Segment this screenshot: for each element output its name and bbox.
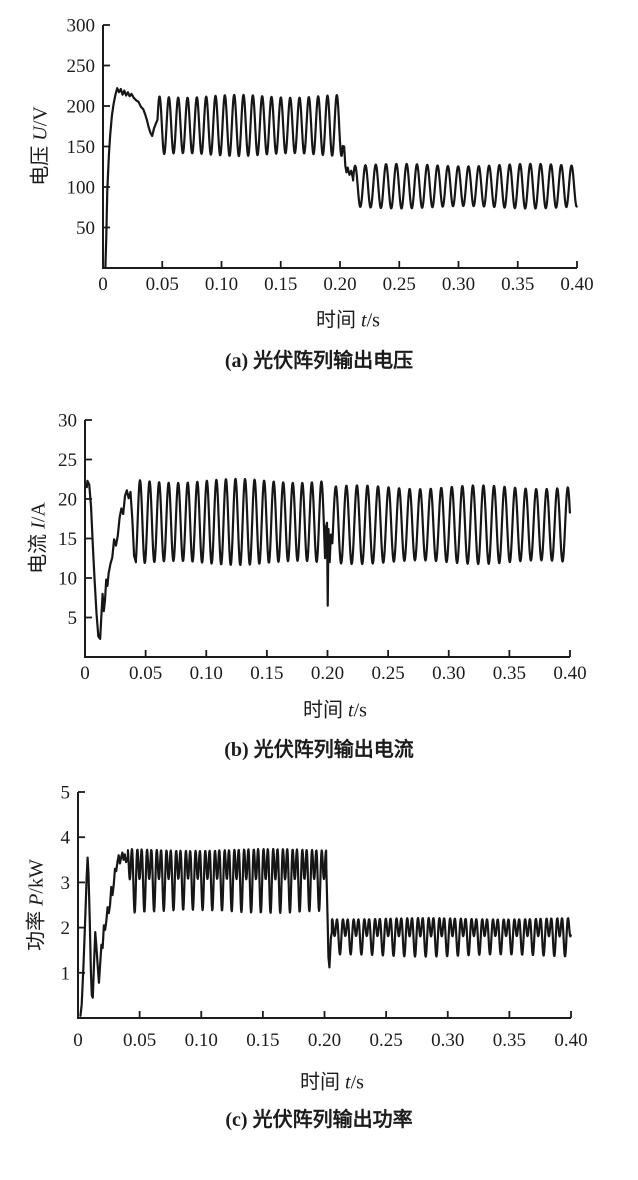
x-tick-label: 0.15	[246, 1030, 279, 1051]
waveform-path	[85, 477, 571, 640]
waveform-path	[104, 87, 578, 270]
x-tick-label: 0.25	[372, 663, 405, 684]
y-axis-title-voltage: 电压 U/V	[24, 106, 53, 185]
y-tick-label: 2	[61, 918, 71, 939]
y-tick-label: 10	[58, 569, 77, 590]
caption-c: (c) 光伏阵列输出功率	[225, 1109, 413, 1131]
x-tick-label: 0.15	[264, 274, 297, 295]
axis-line	[77, 792, 571, 1019]
y-axis-unit: /V	[29, 106, 52, 127]
x-tick-label: 0.05	[146, 274, 179, 295]
y-tick-label: 20	[58, 490, 77, 511]
x-tick-label: 0.20	[308, 1030, 341, 1051]
y-tick-label: 100	[67, 178, 96, 199]
x-axis-variable: t	[348, 699, 354, 722]
y-axis-title-text: 电压	[29, 140, 52, 186]
y-tick-label: 5	[68, 608, 78, 629]
voltage-chart-plot: 300 250 200 150 100 50 0 0.05 0.10 0.15 0.20 0.25 0.…	[67, 16, 594, 296]
y-axis-variable: P	[25, 893, 48, 906]
y-tick-label: 1	[61, 963, 71, 984]
y-tick-label: 30	[58, 411, 77, 432]
y-tick-label: 250	[67, 56, 96, 77]
x-tick-label: 0.05	[123, 1030, 156, 1051]
x-axis-title-b: 时间 t/s	[303, 694, 367, 723]
x-tick-label: 0.05	[129, 663, 162, 684]
x-tick-label: 0	[80, 663, 90, 684]
y-tick-label: 300	[67, 16, 96, 37]
x-tick-label: 0.10	[190, 663, 223, 684]
x-tick-label: 0.35	[493, 663, 526, 684]
current-chart-plot: 30 25 20 15 10 5 0 0.05 0.10 0.15 0.20 0.25 0.30 0.35…	[58, 411, 587, 685]
x-tick-label: 0.25	[370, 1030, 403, 1051]
x-tick-label: 0.25	[383, 274, 416, 295]
power-chart-plot: 5 4 3 2 1 0 0.05 0.10 0.15 0.20 0.25 0.30 0.35 0.40	[61, 783, 588, 1052]
waveform-path	[79, 847, 572, 1017]
x-axis-unit: /s	[353, 699, 367, 722]
x-axis-title-text: 时间	[303, 699, 349, 722]
x-tick-label: 0.30	[431, 1030, 464, 1051]
y-tick-label: 200	[67, 97, 96, 118]
y-tick-label: 15	[58, 529, 77, 550]
y-tick-label: 50	[76, 218, 95, 239]
x-tick-label: 0.30	[442, 274, 475, 295]
x-tick-label: 0.40	[560, 274, 593, 295]
y-tick-label: 4	[61, 828, 71, 849]
y-tick-label: 5	[61, 783, 71, 804]
x-tick-label: 0.35	[493, 1030, 526, 1051]
y-axis-title-current: 电流 I/A	[22, 502, 51, 574]
x-tick-label: 0.35	[501, 274, 534, 295]
x-tick-label: 0.10	[185, 1030, 218, 1051]
caption-b: (b) 光伏阵列输出电流	[224, 739, 414, 761]
x-tick-label: 0.40	[554, 1030, 587, 1051]
y-axis-title-text: 功率	[25, 905, 48, 951]
x-tick-label: 0.15	[250, 663, 283, 684]
x-tick-label: 0.10	[205, 274, 238, 295]
x-tick-label: 0.30	[432, 663, 465, 684]
y-tick-label: 25	[58, 450, 77, 471]
x-axis-title-a: 时间 t/s	[316, 304, 380, 333]
y-axis-variable: U	[29, 126, 52, 141]
x-tick-label: 0	[73, 1030, 83, 1051]
x-axis-title-c: 时间 t/s	[300, 1066, 364, 1095]
x-axis-variable: t	[345, 1071, 351, 1094]
y-tick-label: 3	[61, 873, 71, 894]
x-axis-unit: /s	[350, 1071, 364, 1094]
x-axis-title-text: 时间	[316, 309, 362, 332]
y-axis-variable: I	[27, 522, 50, 529]
x-tick-label: 0.40	[553, 663, 586, 684]
y-axis-title-text: 电流	[27, 528, 50, 574]
x-tick-label: 0.20	[311, 663, 344, 684]
x-tick-label: 0	[98, 274, 108, 295]
x-axis-variable: t	[361, 309, 367, 332]
y-tick-label: 150	[67, 137, 96, 158]
x-axis-unit: /s	[366, 309, 380, 332]
y-axis-title-power: 功率 P/kW	[20, 859, 49, 951]
caption-a: (a) 光伏阵列输出电压	[224, 350, 414, 372]
x-tick-label: 0.20	[323, 274, 356, 295]
x-axis-title-text: 时间	[300, 1071, 346, 1094]
y-axis-unit: /A	[27, 502, 50, 523]
y-axis-unit: /kW	[25, 859, 48, 894]
